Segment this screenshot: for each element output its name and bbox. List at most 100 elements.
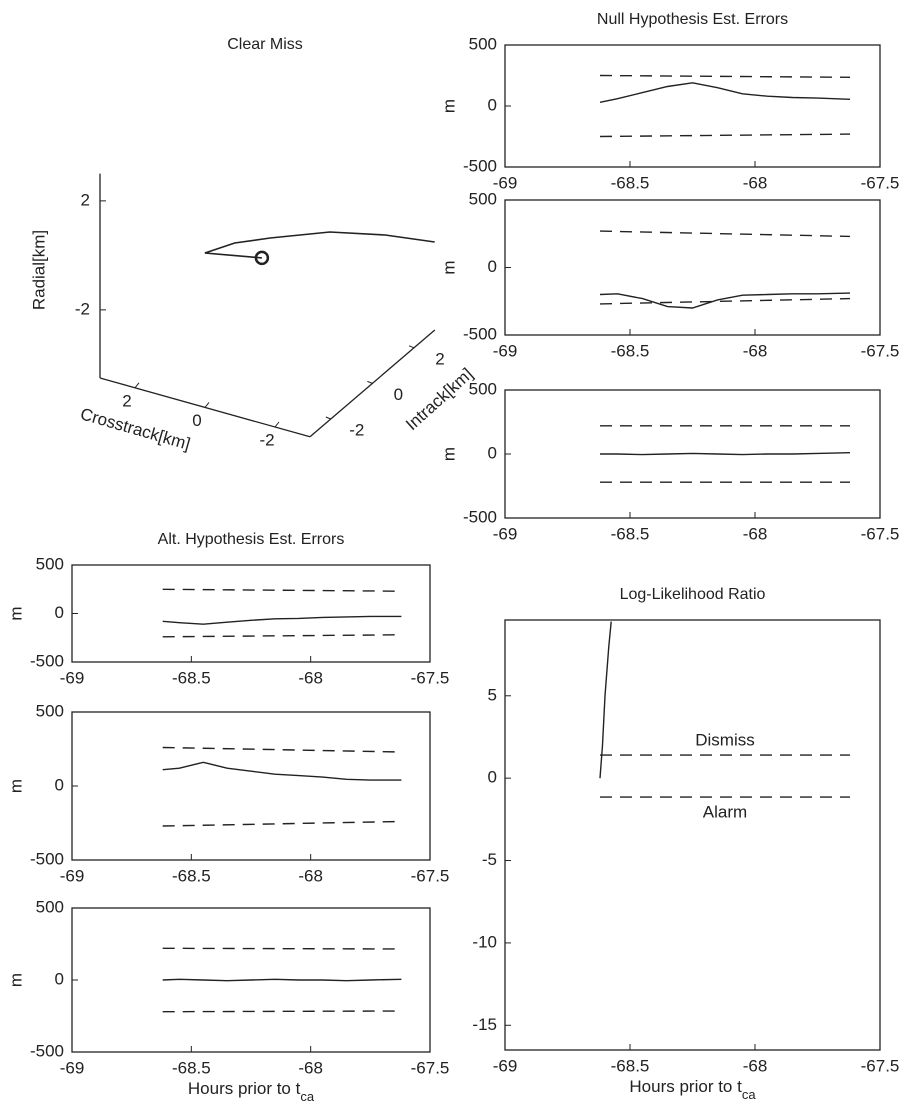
- y-tick-label: -500: [463, 324, 497, 343]
- y-axis-label: m: [439, 99, 458, 113]
- series-line: [599, 297, 851, 305]
- x-tick-label: -67.5: [861, 341, 900, 360]
- series-line: [162, 947, 402, 950]
- x-tick-label: -68: [743, 524, 768, 543]
- y-tick-label: -500: [30, 651, 64, 670]
- x-tick-label: -67.5: [861, 524, 900, 543]
- y-tick-label: 0: [55, 775, 64, 794]
- x-tick-label: 2: [122, 391, 131, 410]
- y-tick: [408, 345, 415, 349]
- plot-box: [504, 199, 881, 336]
- x-tick: [134, 382, 140, 389]
- x-tick: [204, 402, 210, 408]
- y-tick-label: 500: [469, 189, 497, 208]
- x-tick-label: -68.5: [172, 668, 211, 687]
- y-tick-label: -500: [463, 156, 497, 175]
- series-line: [162, 820, 402, 827]
- x-tick-label: -67.5: [861, 173, 900, 192]
- series-line: [162, 978, 402, 982]
- series-line: [599, 82, 851, 103]
- x-tick-label: -69: [493, 341, 518, 360]
- z-tick-label: 2: [81, 190, 90, 209]
- y-axis-label: m: [6, 973, 25, 987]
- y-tick-label: 0: [55, 969, 64, 988]
- series-line: [600, 452, 851, 456]
- x-axis-label-text: Hours prior to t: [629, 1077, 742, 1096]
- x-tick-label: -69: [60, 866, 85, 885]
- plot-box: [71, 564, 431, 663]
- y-axis-label: m: [6, 606, 25, 620]
- series-line: [599, 133, 851, 138]
- y-tick-label: -5: [482, 850, 497, 869]
- z-tick-label: -2: [75, 299, 90, 318]
- y-tick-label: -2: [349, 420, 364, 439]
- y-tick-label: 5: [488, 685, 497, 704]
- marker: [254, 250, 270, 266]
- series-line: [599, 621, 612, 779]
- x-tick-label: -69: [60, 1058, 85, 1077]
- x-axis-label: Hours prior to tca: [188, 1079, 315, 1104]
- y-tick: [367, 380, 373, 384]
- y-axis-label: m: [439, 447, 458, 461]
- y-tick-label: 500: [36, 701, 64, 720]
- y-tick-label: -10: [472, 932, 497, 951]
- x-axis-label-text: Hours prior to t: [188, 1079, 301, 1098]
- chart-title: Alt. Hypothesis Est. Errors: [158, 531, 345, 548]
- x-tick-label: -67.5: [861, 1056, 900, 1075]
- y-tick-label: 0: [394, 385, 403, 404]
- x-axis-label: Hours prior to tca: [629, 1077, 756, 1102]
- x-tick-label: -69: [493, 1056, 518, 1075]
- plot-box: [504, 619, 881, 1051]
- y-tick-label: -500: [30, 1041, 64, 1060]
- chart-title: Clear Miss: [227, 36, 303, 53]
- x-tick-label: -68.5: [611, 524, 650, 543]
- y-tick-label: 0: [488, 95, 497, 114]
- x-tick-label: -2: [259, 430, 274, 449]
- x-tick-label: -67.5: [411, 866, 450, 885]
- y-tick-label: -15: [472, 1015, 497, 1034]
- plot-box: [504, 44, 881, 168]
- x-axis-label-subscript: ca: [300, 1089, 315, 1104]
- x-tick-label: -68: [298, 1058, 323, 1077]
- y-tick: [325, 416, 331, 420]
- series-line: [599, 230, 851, 238]
- y-tick-label: 0: [55, 603, 64, 622]
- y-tick-label: 500: [36, 897, 64, 916]
- chart-title: Log-Likelihood Ratio: [620, 586, 766, 603]
- y-tick-label: -500: [30, 849, 64, 868]
- x-tick-label: -69: [493, 524, 518, 543]
- x-tick-label: -68.5: [611, 1056, 650, 1075]
- series-line: [599, 292, 851, 309]
- y-tick-label: 500: [469, 34, 497, 53]
- x-tick-label: -68: [743, 1056, 768, 1075]
- x-tick-label: -68.5: [611, 173, 650, 192]
- y-tick-label: 0: [488, 443, 497, 462]
- y-axis-label: Intrack[km]: [402, 364, 476, 434]
- y-tick-label: 0: [488, 257, 497, 276]
- x-tick-label: -68.5: [611, 341, 650, 360]
- plot-box: [71, 711, 431, 861]
- series-line: [162, 588, 402, 592]
- y-tick-label: -500: [463, 507, 497, 526]
- line-label: Alarm: [703, 803, 747, 822]
- x-axis-label: Crosstrack[km]: [78, 404, 192, 454]
- x-tick: [274, 421, 280, 428]
- series-line: [162, 746, 402, 753]
- x-tick-label: -68.5: [172, 866, 211, 885]
- series-line: [162, 615, 402, 625]
- series-line: [162, 634, 402, 638]
- series-line: [162, 761, 402, 781]
- x-tick-label: -68: [298, 866, 323, 885]
- y-axis-label: m: [439, 260, 458, 274]
- x-tick-label: -68: [743, 173, 768, 192]
- x-tick-label: -69: [60, 668, 85, 687]
- x-tick-label: -68.5: [172, 1058, 211, 1077]
- series-line: [162, 1010, 402, 1013]
- chart-title: Null Hypothesis Est. Errors: [597, 11, 788, 28]
- y-tick-label: 500: [36, 554, 64, 573]
- trajectory: [204, 231, 435, 254]
- y-tick-label: 500: [469, 379, 497, 398]
- x-tick-label: -68: [298, 668, 323, 687]
- y-axis-label: m: [6, 779, 25, 793]
